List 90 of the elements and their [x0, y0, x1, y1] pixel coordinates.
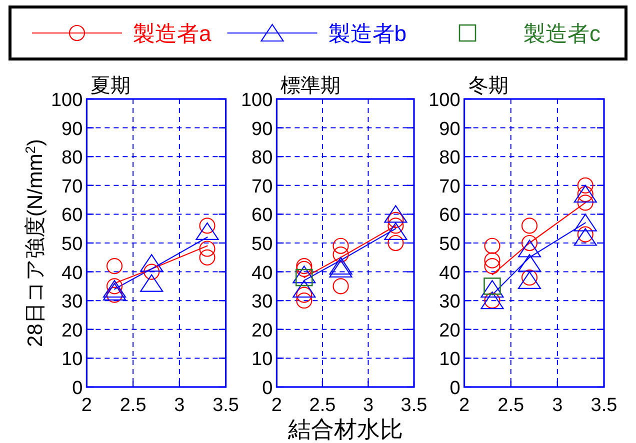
y-tick-label: 70: [439, 176, 460, 198]
point: [574, 184, 597, 203]
x-tick-label: 2.5: [498, 395, 524, 416]
y-tick-label: 70: [62, 176, 83, 198]
x-tick-label: 2.5: [309, 395, 336, 416]
legend-item: 製造者a: [32, 21, 212, 46]
y-tick-label: 0: [262, 378, 273, 399]
y-tick-label: 0: [72, 378, 83, 399]
x-tick-label: 3.5: [590, 395, 618, 416]
point: [577, 194, 594, 211]
y-tick-label: 30: [439, 292, 460, 313]
point: [106, 258, 123, 274]
point: [480, 280, 504, 298]
x-axis-title: 結合材水比: [286, 416, 403, 442]
y-tick-label: 30: [252, 292, 273, 313]
y-tick-label: 50: [252, 234, 273, 255]
y-tick-label: 80: [252, 148, 273, 169]
y-tick-label: 90: [439, 118, 460, 140]
x-tick-label: 3.5: [212, 395, 240, 416]
point: [384, 222, 408, 240]
legend-item: 製造者b: [227, 21, 406, 46]
point: [140, 274, 164, 292]
y-tick-label: 50: [62, 234, 83, 255]
legend-item: 製造者c: [458, 21, 600, 46]
point: [199, 240, 216, 257]
x-tick-label: 3: [552, 395, 563, 416]
x-tick-label: 2: [81, 395, 92, 416]
point: [574, 228, 597, 246]
point: [484, 252, 500, 268]
point: [518, 254, 542, 272]
chart-title: 夏期: [90, 75, 131, 97]
point: [292, 266, 316, 284]
y-tick-label: 90: [62, 118, 83, 140]
point: [518, 240, 542, 258]
x-tick-label: 2: [459, 395, 470, 416]
y-tick-label: 30: [62, 292, 83, 313]
y-tick-label: 50: [439, 234, 460, 255]
x-tick-label: 3.5: [400, 395, 428, 416]
point: [388, 234, 404, 252]
y-tick-label: 20: [62, 320, 83, 342]
point: [102, 282, 126, 301]
point: [144, 264, 160, 280]
point: [332, 278, 349, 294]
point: [329, 256, 352, 275]
y-tick-label: 60: [439, 205, 460, 226]
y-tick-label: 20: [252, 320, 273, 342]
legend-label: 製造者b: [328, 21, 406, 46]
x-tick-label: 2: [271, 395, 282, 416]
point: [521, 218, 538, 234]
y-tick-label: 80: [62, 148, 83, 169]
point: [484, 238, 500, 254]
x-tick-label: 2.5: [120, 395, 146, 416]
point: [292, 280, 316, 298]
y-tick-label: 40: [252, 262, 273, 284]
y-tick-label: 20: [439, 320, 460, 342]
point: [577, 177, 594, 194]
y-tick-label: 10: [62, 349, 83, 370]
y-tick-label: 10: [439, 349, 460, 370]
point: [196, 222, 219, 240]
point: [329, 260, 352, 278]
y-tick-label: 100: [50, 90, 83, 111]
chart-title: 冬期: [468, 75, 508, 97]
y-tick-label: 40: [439, 262, 460, 284]
legend-label: 製造者c: [524, 21, 600, 46]
point: [521, 270, 538, 286]
y-tick-label: 80: [439, 148, 460, 169]
point: [140, 254, 164, 272]
x-tick-label: 3: [362, 395, 374, 416]
chart-title: 標準期: [280, 75, 341, 97]
point: [480, 292, 504, 310]
point: [332, 246, 349, 263]
legend-label: 製造者a: [133, 21, 212, 46]
point: [574, 214, 597, 232]
y-tick-label: 10: [252, 349, 273, 370]
point: [296, 292, 312, 309]
x-tick-label: 3: [174, 395, 185, 416]
y-tick-label: 100: [240, 90, 273, 111]
y-tick-label: 70: [252, 176, 273, 198]
point: [102, 280, 126, 298]
point: [199, 249, 216, 266]
y-tick-label: 60: [62, 205, 83, 226]
y-tick-label: 60: [252, 205, 273, 226]
y-tick-label: 90: [252, 118, 273, 140]
point: [484, 258, 500, 274]
y-tick-label: 40: [62, 262, 83, 284]
point: [518, 271, 542, 289]
y-tick-label: 0: [450, 378, 460, 399]
point: [332, 238, 349, 254]
y-tick-label: 100: [428, 90, 460, 111]
point: [384, 205, 408, 223]
